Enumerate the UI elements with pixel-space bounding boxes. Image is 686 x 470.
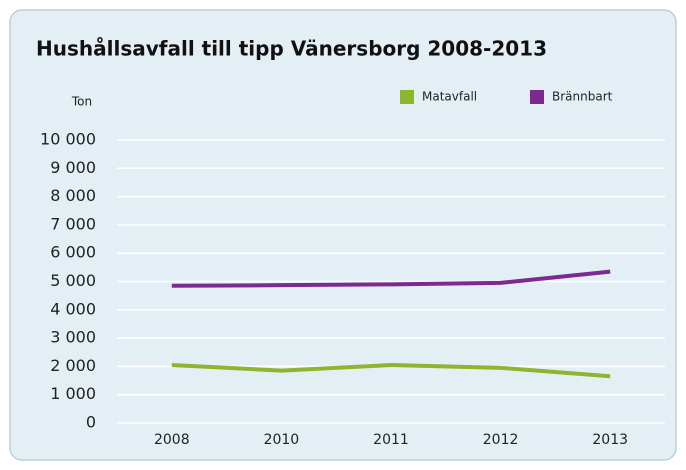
line xyxy=(171,362,611,379)
panel xyxy=(9,9,677,461)
legend-swatch xyxy=(530,90,544,104)
y-tick-label: 8 000 xyxy=(50,186,96,205)
legend-label: Matavfall xyxy=(422,90,477,104)
y-tick-label: 9 000 xyxy=(50,158,96,177)
y-tick-label: 4 000 xyxy=(50,299,96,318)
chart-title: Hushållsavfall till tipp Vänersborg 2008… xyxy=(36,37,547,61)
legend-swatch xyxy=(400,90,414,104)
legend-label: Brännbart xyxy=(552,90,613,104)
line xyxy=(171,269,611,288)
y-tick-label: 10 000 xyxy=(40,130,96,149)
x-tick-label: 2011 xyxy=(373,432,409,448)
y-tick-label: 6 000 xyxy=(50,243,96,262)
y-tick-label: 7 000 xyxy=(50,214,96,233)
x-tick-label: 2008 xyxy=(154,432,190,448)
y-tick-label: 2 000 xyxy=(50,356,96,375)
x-tick-label: 2013 xyxy=(592,432,628,448)
y-tick-label: 1 000 xyxy=(50,384,96,403)
x-tick-label: 2012 xyxy=(483,432,519,448)
y-tick-label: 0 xyxy=(86,413,96,432)
x-tick-label: 2010 xyxy=(264,432,300,448)
y-tick-label: 5 000 xyxy=(50,271,96,290)
y-tick-label: 3 000 xyxy=(50,328,96,347)
y-axis-label: Ton xyxy=(71,95,92,109)
